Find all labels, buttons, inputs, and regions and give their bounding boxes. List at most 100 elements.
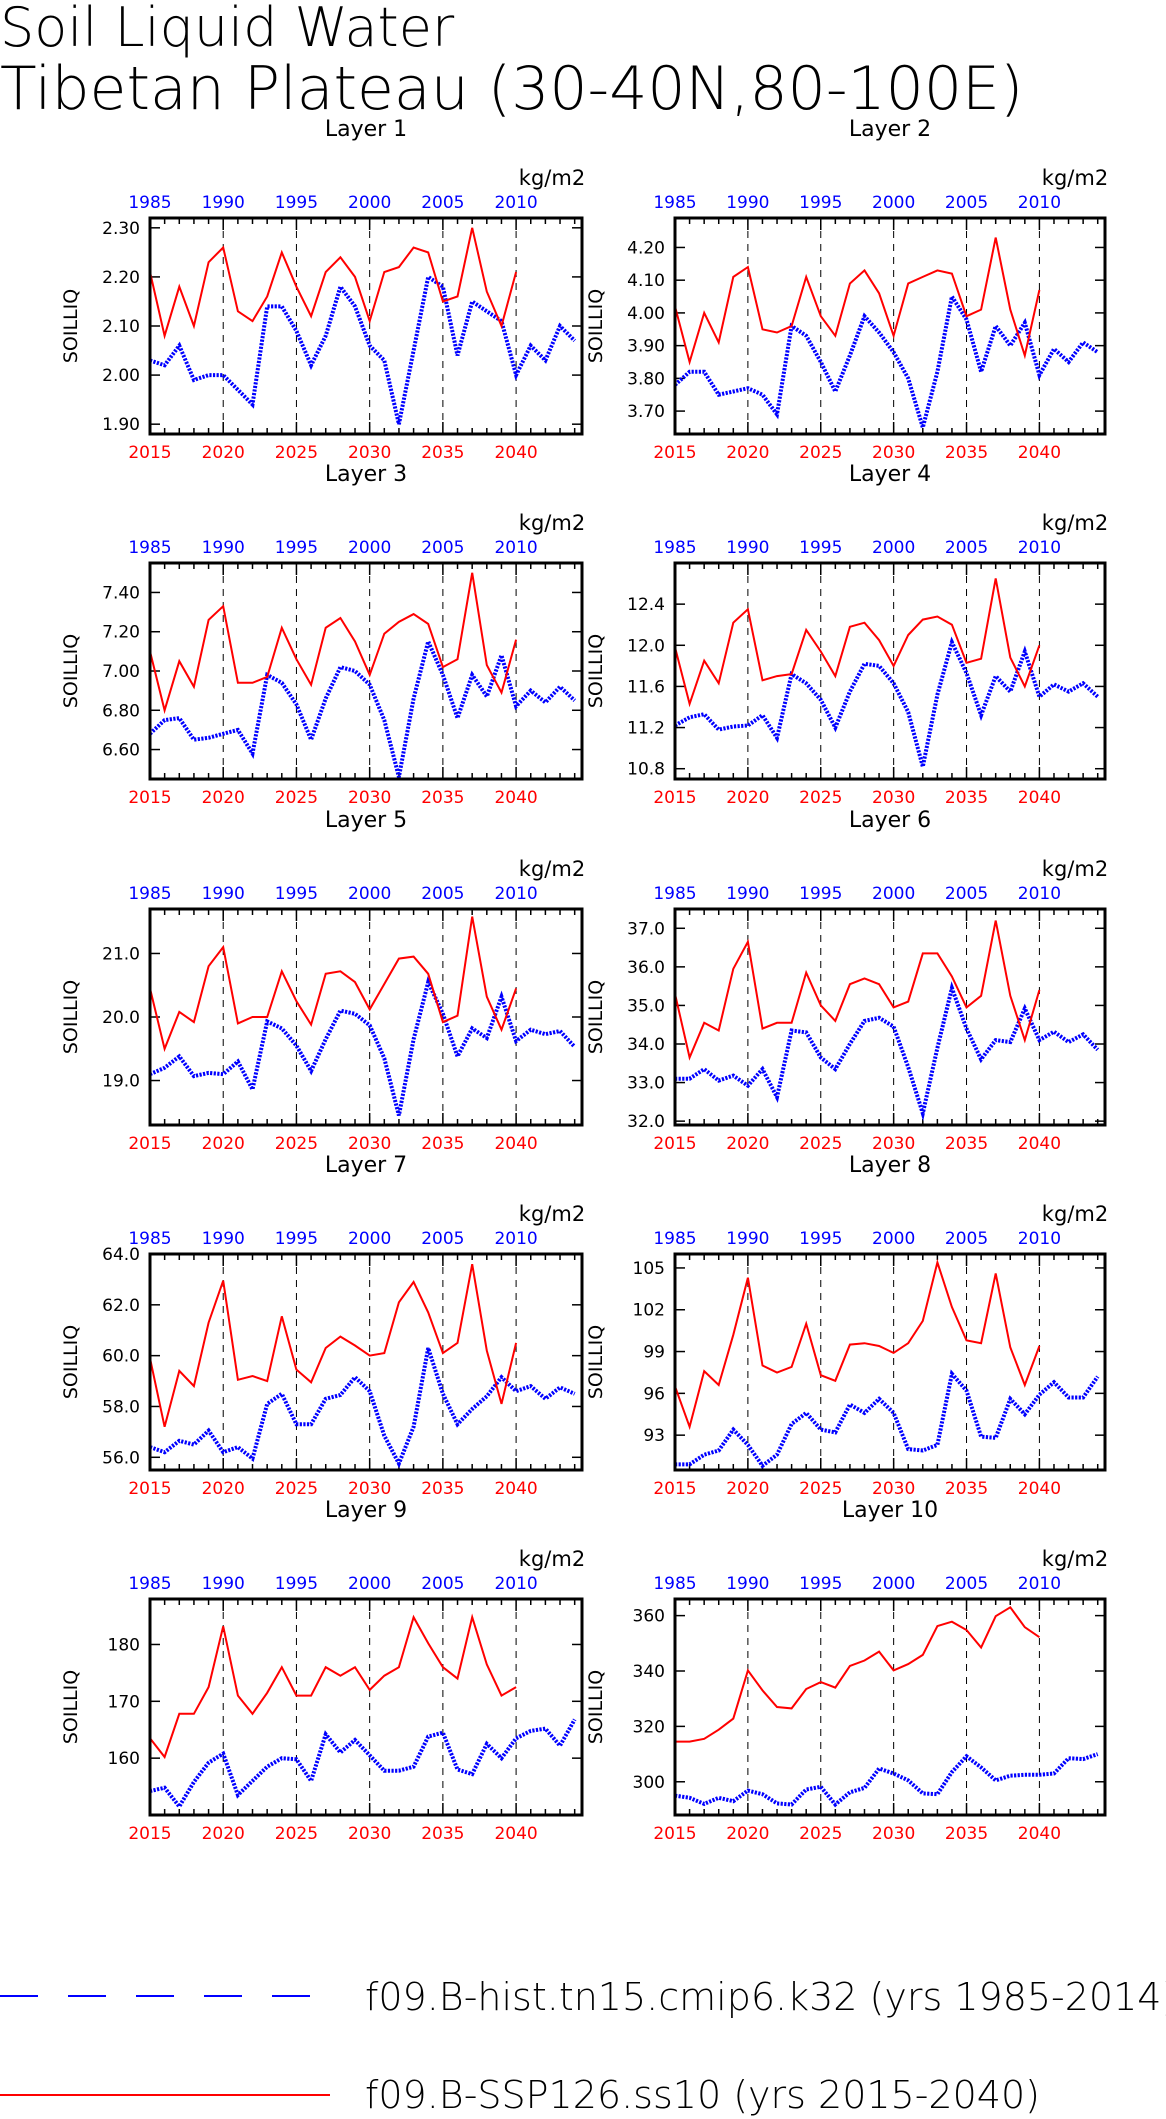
panel-title: Layer 10	[842, 1498, 938, 1523]
units-label: kg/m2	[1042, 1547, 1108, 1571]
series-ssp	[149, 1613, 517, 1760]
x-tick-label-ssp: 2030	[872, 1479, 915, 1499]
panel-title: Layer 4	[849, 462, 931, 487]
x-tick-label-hist: 1985	[128, 1574, 171, 1594]
x-tick-label-ssp: 2030	[348, 1824, 391, 1844]
x-tick-label-ssp: 2040	[1018, 788, 1061, 808]
x-tick-label-hist: 1985	[128, 1229, 171, 1249]
x-tick-label-hist: 1995	[275, 884, 318, 904]
series-hist	[148, 635, 577, 778]
plot-frame	[673, 561, 1107, 781]
units-label: kg/m2	[519, 511, 585, 535]
series-ssp	[149, 1264, 518, 1428]
x-tick-label-ssp: 2020	[726, 1824, 769, 1844]
x-tick-label-ssp: 2025	[275, 1479, 318, 1499]
x-tick-label-ssp: 2020	[726, 443, 769, 463]
panel-title: Layer 8	[849, 1153, 931, 1178]
series-ssp	[674, 578, 1041, 708]
plot-frame	[148, 561, 584, 781]
y-tick-label: 2.20	[102, 268, 140, 288]
panel-layer-3: Layer 3 kg/m2 SOILLIQ 6.60 6.80 7.00 7.20 7.40 2…	[60, 462, 585, 808]
x-tick-label-ssp: 2015	[653, 443, 696, 463]
y-tick-label: 105	[633, 1259, 665, 1279]
x-tick-label-hist: 2000	[348, 193, 391, 213]
y-tick-label: 7.40	[102, 583, 140, 603]
x-tick-label-hist: 1990	[726, 538, 769, 558]
x-tick-label-hist: 1995	[799, 1574, 842, 1594]
y-tick-label: 93	[643, 1426, 665, 1446]
y-tick-label: 35.0	[627, 996, 665, 1016]
y-tick-label: 12.0	[627, 636, 665, 656]
y-tick-label: 4.00	[627, 304, 665, 324]
y-tick-label: 2.10	[102, 317, 140, 337]
x-tick-label-ssp: 2015	[128, 1134, 171, 1154]
y-axis-label: SOILLIQ	[585, 1325, 607, 1399]
x-tick-label-ssp: 2040	[1018, 1824, 1061, 1844]
x-tick-label-ssp: 2015	[653, 1479, 696, 1499]
panel-layer-2: Layer 2 kg/m2 SOILLIQ 3.70 3.80 3.90 4.00 4.10 4…	[585, 117, 1108, 463]
y-axis-label: SOILLIQ	[60, 1325, 82, 1399]
x-tick-label-hist: 2000	[872, 1574, 915, 1594]
y-tick-label: 180	[108, 1635, 140, 1655]
x-tick-label-ssp: 2025	[799, 1134, 842, 1154]
x-tick-label-ssp: 2035	[945, 443, 988, 463]
x-tick-label-ssp: 2040	[1018, 443, 1061, 463]
y-tick-label: 56.0	[102, 1448, 140, 1468]
panel-layer-1: Layer 1 kg/m2 SOILLIQ 1.90 2.00 2.10 2.20 2.30 2…	[60, 117, 585, 463]
series-hist	[149, 976, 577, 1116]
series-hist	[149, 1718, 577, 1811]
series-ssp	[674, 237, 1041, 366]
x-tick-label-ssp: 2015	[128, 1479, 171, 1499]
x-tick-label-ssp: 2040	[494, 1134, 537, 1154]
y-tick-label: 11.6	[627, 677, 665, 697]
x-tick-label-hist: 1995	[275, 193, 318, 213]
y-tick-label: 360	[633, 1607, 665, 1627]
x-tick-label-hist: 1985	[653, 193, 696, 213]
x-tick-label-ssp: 2040	[494, 1824, 537, 1844]
y-axis-label: SOILLIQ	[585, 289, 607, 363]
series-hist	[675, 1369, 1100, 1469]
x-tick-label-hist: 2005	[945, 538, 988, 558]
x-tick-label-ssp: 2020	[202, 1479, 245, 1499]
y-tick-label: 170	[108, 1692, 140, 1712]
x-tick-label-ssp: 2040	[1018, 1134, 1061, 1154]
figure-title-line-2: Tibetan Plateau (30-40N,80-100E)	[0, 54, 1024, 124]
x-tick-label-hist: 1995	[799, 884, 842, 904]
panel-title: Layer 9	[325, 1498, 407, 1523]
panel-layer-6: Layer 6 kg/m2 SOILLIQ 32.0 33.0 34.0 35.0 36.0 3…	[585, 808, 1108, 1154]
x-tick-label-hist: 2010	[1018, 538, 1061, 558]
series-ssp	[149, 916, 518, 1053]
y-tick-label: 2.00	[102, 366, 140, 386]
y-tick-label: 300	[633, 1773, 665, 1793]
x-tick-label-hist: 1995	[799, 538, 842, 558]
x-tick-label-ssp: 2025	[275, 443, 318, 463]
plot-frame	[148, 907, 584, 1127]
y-tick-label: 37.0	[627, 919, 665, 939]
x-tick-label-ssp: 2035	[421, 1134, 464, 1154]
x-tick-label-hist: 1985	[653, 1229, 696, 1249]
panel-layer-9: Layer 9 kg/m2 SOILLIQ 160 170 180 2015 1985 2020…	[60, 1498, 585, 1844]
series-hist	[149, 273, 577, 425]
y-tick-label: 34.0	[627, 1035, 665, 1055]
legend-hist-line	[0, 1995, 330, 1997]
series-ssp	[674, 920, 1041, 1061]
x-tick-label-ssp: 2025	[799, 443, 842, 463]
x-tick-label-hist: 1990	[202, 1574, 245, 1594]
x-tick-label-hist: 2000	[348, 1229, 391, 1249]
units-label: kg/m2	[519, 166, 585, 190]
y-tick-label: 3.70	[627, 402, 665, 422]
x-tick-label-ssp: 2035	[421, 1479, 464, 1499]
y-tick-label: 3.90	[627, 337, 665, 357]
x-tick-label-hist: 2005	[945, 1229, 988, 1249]
y-tick-label: 2.30	[102, 219, 140, 239]
y-tick-label: 340	[633, 1662, 665, 1682]
x-tick-label-hist: 1985	[653, 1574, 696, 1594]
y-tick-label: 3.80	[627, 369, 665, 389]
x-tick-label-ssp: 2040	[494, 443, 537, 463]
x-tick-label-ssp: 2040	[1018, 1479, 1061, 1499]
x-tick-label-hist: 1985	[653, 884, 696, 904]
x-tick-label-hist: 2005	[945, 193, 988, 213]
x-tick-label-hist: 1990	[202, 1229, 245, 1249]
panel-title: Layer 5	[325, 808, 407, 833]
x-tick-label-hist: 2005	[421, 538, 464, 558]
